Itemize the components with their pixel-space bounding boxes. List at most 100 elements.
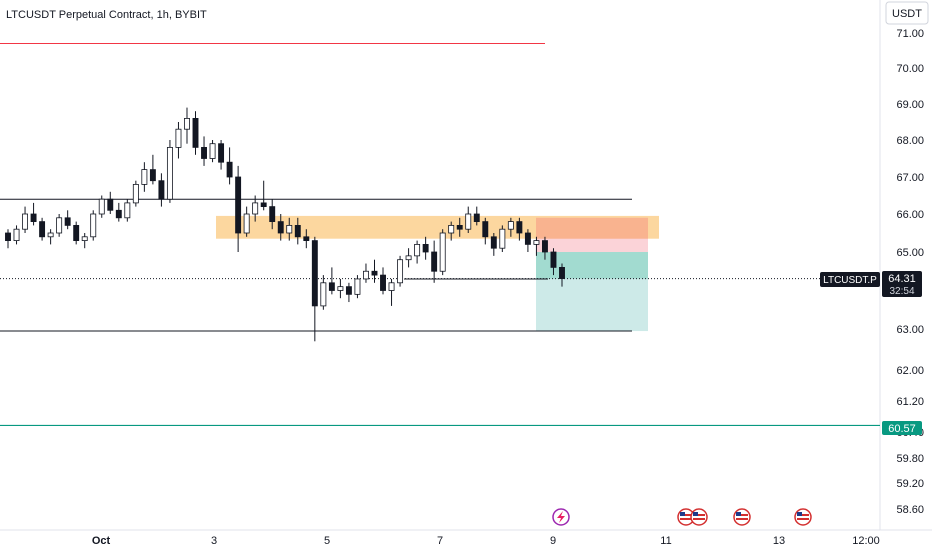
candle: [482, 217, 489, 245]
candle-body: [269, 206, 276, 223]
candle: [516, 217, 523, 241]
candle: [166, 140, 173, 203]
candle: [201, 136, 207, 166]
candle-body: [337, 286, 344, 291]
price-tick-label: 58.60: [896, 504, 924, 516]
time-tick-label: 11: [660, 535, 671, 547]
candle-body: [22, 213, 29, 230]
candle-body: [311, 240, 318, 307]
candle: [39, 217, 46, 241]
candle: [559, 263, 565, 287]
candle: [124, 199, 131, 222]
candle: [414, 240, 421, 264]
candle: [98, 195, 105, 218]
support-price-value: 60.57: [888, 423, 916, 435]
candle: [192, 111, 199, 155]
price-tick-label: 65.00: [896, 247, 924, 259]
time-tick-label: Oct: [92, 535, 111, 547]
candle: [303, 229, 310, 249]
candle-body: [499, 228, 506, 249]
candle: [22, 206, 29, 233]
candle-body: [218, 143, 225, 163]
us-flag-event-icon[interactable]: [690, 508, 708, 526]
candle: [175, 122, 182, 159]
candle-body: [64, 217, 71, 226]
us-flag-event-icon[interactable]: [677, 508, 695, 526]
time-tick-label: 12:00: [852, 535, 880, 547]
candle: [431, 240, 438, 283]
support-price-label: 60.57: [882, 421, 922, 435]
candle: [252, 195, 259, 222]
symbol-price-label: LTCUSDT.P: [820, 272, 880, 287]
candle-body: [422, 243, 429, 253]
candle-body: [115, 209, 122, 219]
candle: [541, 236, 548, 260]
candle-body: [90, 213, 97, 238]
candle-body: [201, 146, 207, 159]
candle: [5, 229, 11, 249]
candle-body: [328, 282, 335, 291]
candle-body: [414, 243, 421, 257]
candle: [294, 217, 301, 245]
candle-body: [47, 232, 54, 238]
candle-body: [107, 198, 114, 211]
candle-body: [363, 270, 369, 280]
us-flag-event-icon[interactable]: [794, 508, 812, 526]
candle-body: [448, 224, 455, 234]
candle: [277, 214, 284, 241]
currency-selector[interactable]: USDT: [885, 1, 929, 25]
candle-body: [141, 169, 148, 185]
candle: [90, 210, 97, 241]
candle: [337, 278, 344, 299]
candle-body: [371, 270, 378, 276]
candle: [73, 221, 80, 245]
candle: [490, 233, 497, 256]
candle: [397, 255, 404, 287]
candle: [149, 154, 156, 185]
candle: [388, 278, 395, 306]
short-stop-overlap: [536, 217, 648, 239]
candle-body: [465, 213, 472, 230]
candle-body: [559, 266, 565, 279]
candle-body: [482, 221, 489, 238]
candle-body: [541, 240, 548, 253]
candle-body: [149, 169, 156, 182]
candle: [465, 206, 472, 233]
candle-body: [166, 146, 173, 200]
candle: [448, 221, 455, 241]
candle-body: [209, 143, 216, 159]
candle: [473, 206, 480, 226]
price-tick-label: 69.00: [896, 99, 924, 111]
candle-body: [405, 255, 412, 261]
us-flag-event-icon[interactable]: [733, 508, 751, 526]
candle-body: [524, 232, 531, 245]
candle-body: [431, 251, 438, 272]
candle-body: [243, 213, 250, 234]
candle: [184, 107, 190, 144]
candle: [439, 229, 446, 276]
time-tick-label: 13: [773, 535, 785, 547]
candle-body: [226, 161, 233, 178]
time-axis[interactable]: Oct 3 5 7 9 11 13 12:00: [92, 535, 880, 547]
candle: [132, 180, 139, 207]
events-row[interactable]: [552, 508, 812, 526]
candle-body: [30, 213, 37, 222]
price-tick-label: 59.20: [896, 478, 924, 490]
price-tick-label: 68.00: [896, 135, 924, 147]
candle: [47, 229, 54, 245]
candle-body: [158, 180, 165, 200]
candle-body: [252, 202, 259, 215]
candle: [371, 259, 378, 283]
candle-body: [132, 183, 139, 204]
time-tick-label: 7: [437, 535, 443, 547]
candle: [311, 236, 318, 342]
candle-body: [388, 282, 395, 291]
candle: [30, 202, 37, 226]
candle: [260, 180, 267, 211]
candle-body: [294, 224, 301, 238]
lightning-event-icon[interactable]: [552, 508, 570, 526]
candles: [5, 107, 565, 342]
candle: [141, 162, 148, 192]
currency-label: USDT: [892, 8, 922, 20]
